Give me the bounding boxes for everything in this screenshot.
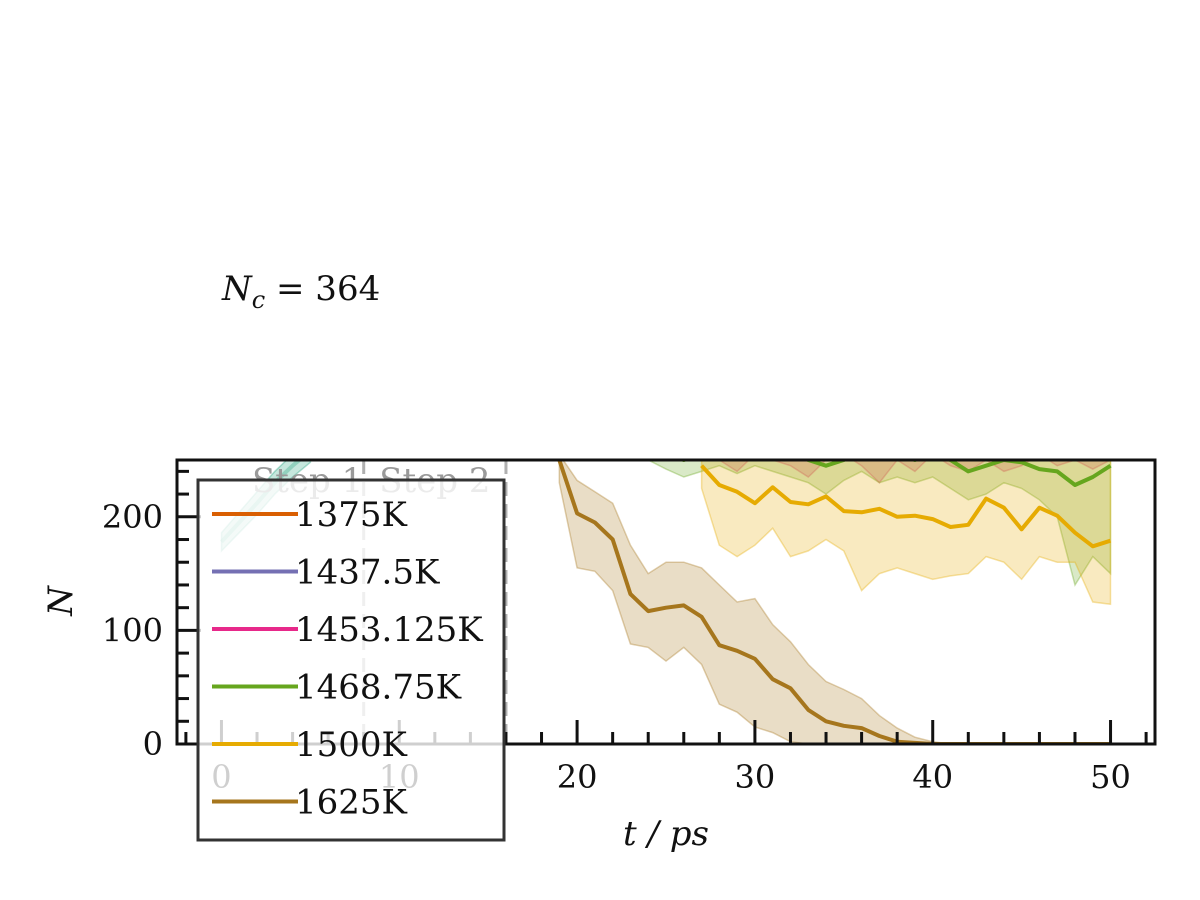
legend-entry: 1437.5K: [295, 553, 440, 593]
legend: 1375K 1437.5K 1453.125K 1468.75K 1500K 1625K: [196, 478, 506, 842]
confidence-bands: [220, 460, 1112, 744]
y-tick-label: 0: [143, 725, 163, 763]
band-1453-125k: [718, 460, 1112, 484]
y-tick-label: 200: [102, 498, 163, 536]
line-1625k: [557, 460, 1111, 744]
line-1453-125k: [719, 442, 1110, 447]
y-tick-label: 100: [102, 611, 163, 649]
band-1500k: [700, 460, 1112, 606]
legend-entry: 1468.75K: [295, 668, 462, 708]
x-tick-label: 20: [557, 758, 598, 796]
band-1625k: [558, 460, 1111, 744]
y-axis-label: N: [41, 585, 81, 617]
legend-entry: 1375K: [295, 495, 408, 535]
legend-entry: 1500K: [295, 725, 408, 765]
line-1500k: [700, 464, 1112, 549]
x-axis-label: t / ps: [623, 814, 709, 854]
x-tick-label: 30: [735, 758, 776, 796]
x-tick-label: 40: [912, 758, 953, 796]
legend-box: [196, 478, 506, 842]
y-tick-labels: 0 100 200: [102, 498, 163, 763]
legend-entry: 1625K: [295, 783, 408, 823]
legend-entry: 1453.125K: [295, 610, 483, 650]
plot-frame: [175, 458, 1157, 746]
nc-annotation: Nc = 364: [221, 269, 380, 314]
line-1468-75k: [677, 460, 1112, 487]
band-1468-75k: [647, 460, 1112, 587]
x-tick-label: 50: [1090, 758, 1131, 796]
